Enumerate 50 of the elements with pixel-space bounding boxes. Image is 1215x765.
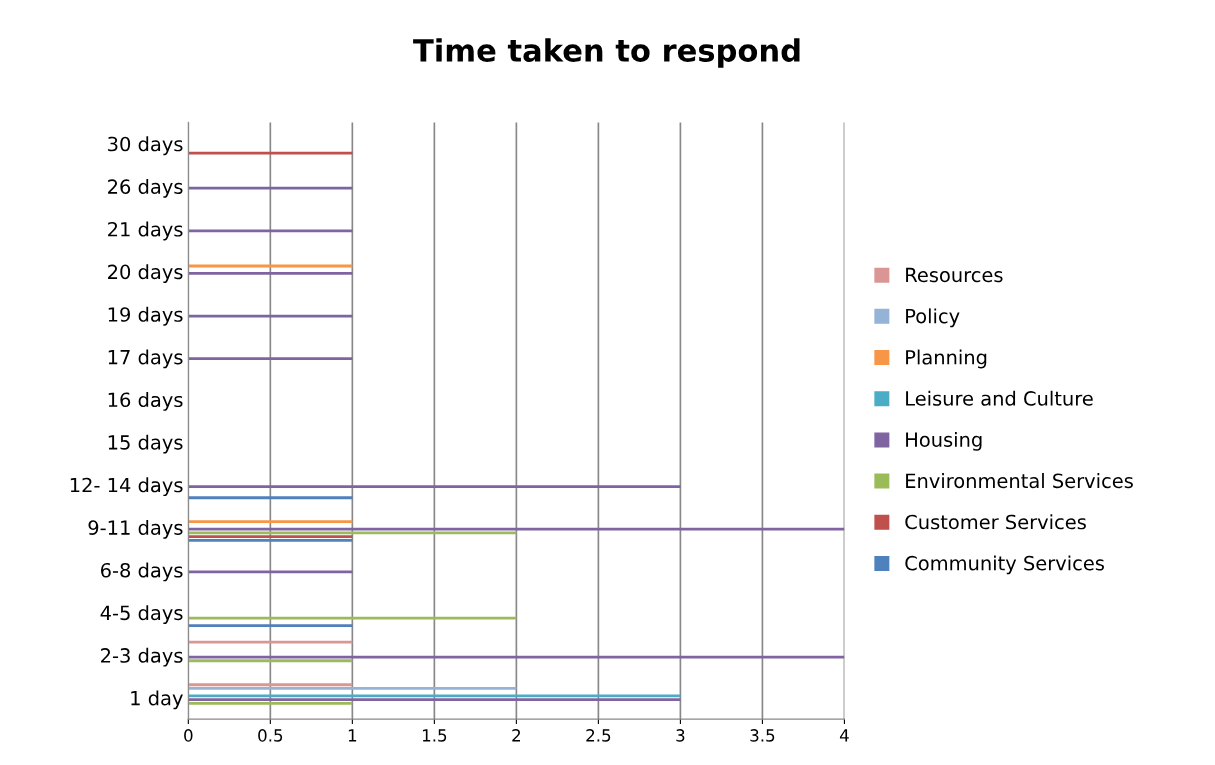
x-tick-label: 3 (676, 729, 685, 742)
legend-label: Customer Services (905, 514, 1086, 530)
y-tick-label: 20 days (108, 264, 183, 284)
y-tick-label: 21 days (108, 221, 183, 241)
legend-label: Environmental Services (906, 473, 1133, 489)
bar (188, 229, 353, 233)
bar (188, 659, 353, 663)
bar (188, 527, 845, 531)
bar (188, 687, 517, 690)
x-tick-label: 0 (184, 729, 193, 742)
bar (188, 570, 353, 574)
x-tick-label: 2.5 (586, 729, 611, 742)
legend-label: Resources (906, 267, 1003, 283)
legend-label: Leisure and Culture (906, 390, 1093, 406)
bar (188, 272, 353, 275)
y-tick-label: 15 days (108, 434, 183, 454)
x-tick-label: 0.5 (258, 729, 283, 742)
bar (188, 698, 681, 702)
y-tick-label: 30 days (108, 136, 183, 156)
y-tick-label: 12- 14 days (70, 477, 183, 497)
y-tick-label: 19 days (108, 306, 183, 326)
bar (188, 485, 681, 488)
y-tick-label: 1 day (131, 690, 183, 710)
x-tick-label: 1 (348, 729, 357, 742)
x-tick-label: 3.5 (750, 729, 775, 742)
y-tick-label: 4-5 days (100, 605, 183, 624)
bar (188, 496, 353, 500)
y-tick-label: 9-11 days (88, 519, 183, 539)
y-tick-label: 17 days (108, 349, 183, 369)
x-tick-label: 1.5 (422, 729, 447, 742)
bar (188, 520, 353, 524)
x-tick-label: 4 (839, 729, 849, 742)
y-tick-label: 2-3 days (101, 647, 183, 667)
bar (188, 531, 517, 535)
legend-label: Planning (906, 349, 987, 369)
bar (188, 683, 353, 687)
bar (188, 616, 517, 620)
bar (188, 701, 353, 705)
y-tick-label: 6-8 days (100, 562, 183, 582)
x-tick-label: 2 (512, 729, 521, 742)
legend-label: Housing (906, 431, 982, 451)
bar (188, 624, 353, 627)
y-tick-label: 16 days (108, 392, 183, 411)
legend-label: Community Services (905, 555, 1104, 575)
legend-label: Policy (906, 308, 960, 328)
bar (188, 186, 353, 190)
y-tick-label: 26 days (108, 178, 183, 198)
bar (188, 640, 353, 644)
chart-title: Time taken to respond (413, 38, 800, 68)
bar (188, 357, 353, 361)
